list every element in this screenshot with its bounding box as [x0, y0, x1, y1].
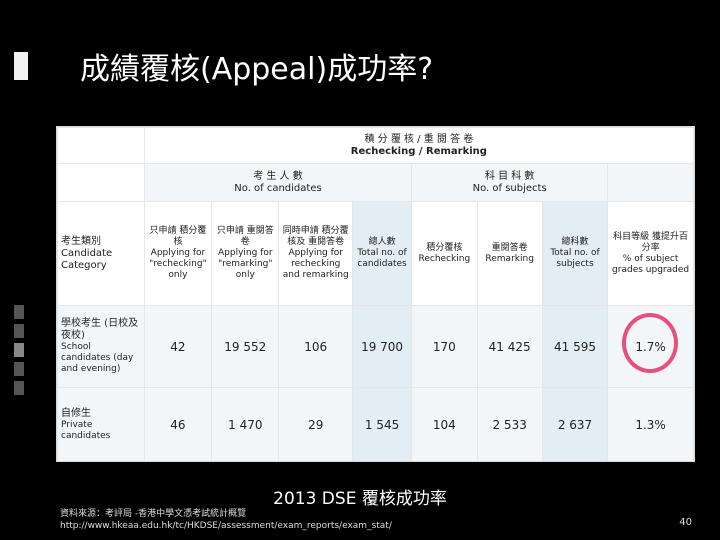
- col-header-category: 考生類別 Candidate Category: [57, 201, 145, 306]
- row-label-school: 學校考生 (日校及夜校) School candidates (day and …: [57, 305, 145, 388]
- statistics-table: 積 分 覆 核 / 重 閱 答 卷 Rechecking / Remarking…: [56, 126, 695, 462]
- table-row: 學校考生 (日校及夜校) School candidates (day and …: [57, 305, 694, 388]
- cell: 19 700: [351, 305, 413, 388]
- col-header-rechecking: 積分覆核 Rechecking: [411, 201, 478, 306]
- col-header-upgrade-rate: 科目等級 獲提升百分率 % of subject grades upgraded: [607, 201, 694, 306]
- cell: 2 533: [476, 387, 543, 461]
- header-group-candidates: 考 生 人 數 No. of candidates: [143, 163, 413, 202]
- cell-upgrade-rate: 1.3%: [607, 387, 694, 461]
- page-number: 40: [679, 517, 692, 528]
- col-header-both: 同時申請 積分覆核及 重閱答卷 Applying for rechecking …: [278, 201, 353, 306]
- col-header-remarking-only: 只申請 重閱答卷 Applying for "remarking" only: [211, 201, 280, 306]
- cell: 104: [411, 387, 478, 461]
- cell: 46: [143, 387, 213, 461]
- cell: 42: [143, 305, 213, 388]
- cell: 19 552: [211, 305, 280, 388]
- cell: 1 545: [351, 387, 413, 461]
- table-caption: 2013 DSE 覆核成功率: [273, 489, 447, 509]
- col-header-rechecking-only: 只申請 積分覆核 Applying for "rechecking" only: [143, 201, 213, 306]
- header-top: 積 分 覆 核 / 重 閱 答 卷 Rechecking / Remarking: [143, 127, 694, 164]
- col-header-total-candidates: 總人數 Total no. of candidates: [351, 201, 413, 306]
- side-decoration: [14, 305, 24, 400]
- col-header-remarking: 重閱答卷 Remarking: [476, 201, 543, 306]
- cell: 1 470: [211, 387, 280, 461]
- cell: 41 425: [476, 305, 543, 388]
- cell: 2 637: [541, 387, 609, 461]
- slide-edge-bar: [14, 52, 28, 80]
- row-label-private: 自修生 Private candidates: [57, 387, 145, 461]
- slide-title: 成績覆核(Appeal)成功率?: [80, 52, 434, 87]
- cell: 170: [411, 305, 478, 388]
- cell: 41 595: [541, 305, 609, 388]
- cell: 29: [278, 387, 353, 461]
- col-header-total-subjects: 總科數 Total no. of subjects: [541, 201, 609, 306]
- cell: 106: [278, 305, 353, 388]
- cell-upgrade-rate: 1.7%: [607, 305, 694, 388]
- table-row: 自修生 Private candidates 46 1 470 29 1 545…: [57, 387, 694, 461]
- header-group-subjects: 科 目 科 數 No. of subjects: [411, 163, 609, 202]
- source-link[interactable]: http://www.hkeaa.edu.hk/tc/HKDSE/assessm…: [60, 521, 392, 531]
- source-note: 資料來源：考評局 -香港中學文憑考試統計概覽 http://www.hkeaa.…: [60, 509, 392, 531]
